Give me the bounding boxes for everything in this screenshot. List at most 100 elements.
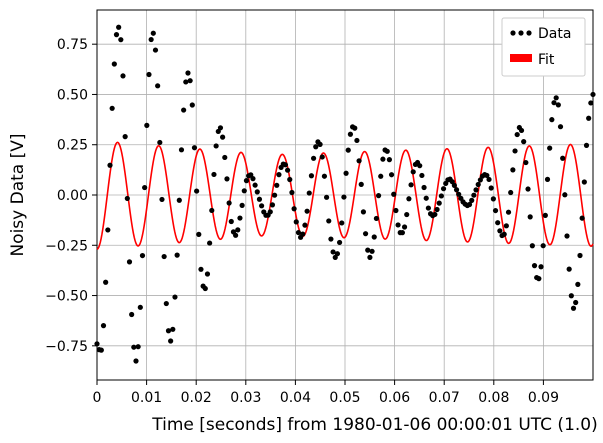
data-point [579, 215, 585, 221]
data-point [564, 233, 570, 239]
data-point [233, 232, 239, 238]
data-point [159, 196, 165, 203]
data-point [139, 252, 146, 259]
data-point [501, 231, 507, 237]
data-point [410, 169, 416, 175]
x-tick-label: 0.01 [131, 390, 162, 406]
data-point [393, 207, 399, 214]
data-point [345, 147, 351, 153]
data-point [508, 189, 514, 196]
data-point [492, 207, 499, 214]
legend-data-dot [526, 30, 532, 36]
data-point [362, 231, 369, 237]
data-point [259, 203, 265, 209]
data-point [371, 234, 377, 240]
data-point [438, 193, 444, 199]
data-point [181, 107, 187, 113]
scatter-layer [94, 24, 596, 364]
y-tick-label: −0.25 [45, 238, 88, 254]
y-tick-label: 0.00 [57, 188, 88, 204]
data-point [436, 200, 442, 206]
data-point [356, 158, 362, 164]
data-point [425, 205, 431, 211]
data-point [343, 170, 349, 176]
data-point [317, 141, 323, 147]
data-point [144, 122, 150, 128]
data-point [165, 328, 172, 334]
data-point [466, 201, 473, 208]
data-point [100, 323, 107, 329]
data-point [339, 220, 345, 226]
data-point [207, 240, 213, 246]
data-point [321, 173, 328, 179]
data-point [360, 209, 367, 215]
data-point [285, 167, 291, 173]
data-point [211, 171, 217, 178]
data-point [352, 125, 358, 131]
data-point [577, 252, 583, 259]
data-point [198, 266, 204, 272]
data-point [272, 192, 278, 198]
data-point [347, 131, 354, 137]
data-point [269, 202, 276, 208]
data-point [250, 176, 256, 182]
data-point [451, 182, 457, 188]
data-point [109, 105, 115, 111]
data-point [131, 344, 137, 350]
data-point [581, 179, 587, 185]
data-point [274, 182, 280, 188]
data-point [213, 143, 219, 149]
data-point [107, 162, 113, 168]
x-axis-label: Time [seconds] from 1980-01-06 00:00:01 … [151, 415, 598, 435]
data-point [568, 293, 574, 299]
data-point [163, 300, 169, 307]
data-point [417, 163, 423, 169]
data-point [267, 209, 273, 215]
data-point [187, 78, 193, 84]
data-point [469, 197, 475, 203]
data-point [536, 276, 542, 282]
data-point [228, 218, 234, 225]
data-point [168, 338, 174, 344]
data-point [155, 83, 161, 89]
legend-data-marker [510, 30, 532, 36]
data-point [510, 167, 516, 173]
data-point [432, 211, 438, 218]
data-point [503, 223, 509, 229]
data-point [129, 311, 135, 318]
data-point [547, 145, 553, 151]
data-point [172, 294, 178, 300]
data-point [287, 176, 293, 183]
data-point [475, 181, 481, 188]
data-point [220, 134, 226, 140]
data-point [235, 227, 241, 233]
data-point [488, 185, 494, 191]
data-point [194, 188, 200, 194]
data-point [354, 137, 360, 144]
data-point [529, 243, 535, 249]
data-point [365, 247, 371, 253]
fit-line [96, 141, 594, 250]
fit-layer [96, 141, 594, 250]
data-point [575, 281, 581, 287]
x-tick-label: 0.06 [379, 390, 410, 406]
x-tick-label: 0.04 [280, 390, 311, 406]
data-point [388, 172, 395, 178]
data-point [557, 124, 564, 130]
data-point [103, 279, 109, 285]
data-point [289, 189, 295, 196]
data-point [367, 254, 373, 260]
data-point [310, 155, 317, 161]
data-point [150, 30, 156, 36]
data-point [527, 214, 533, 220]
y-tick-label: 0.75 [57, 37, 88, 53]
data-point [174, 252, 180, 258]
data-point [204, 271, 211, 277]
data-point [300, 231, 306, 237]
data-point [490, 196, 496, 202]
data-point [276, 172, 282, 178]
data-point [544, 176, 551, 182]
data-point [540, 243, 546, 249]
data-point [408, 182, 414, 188]
